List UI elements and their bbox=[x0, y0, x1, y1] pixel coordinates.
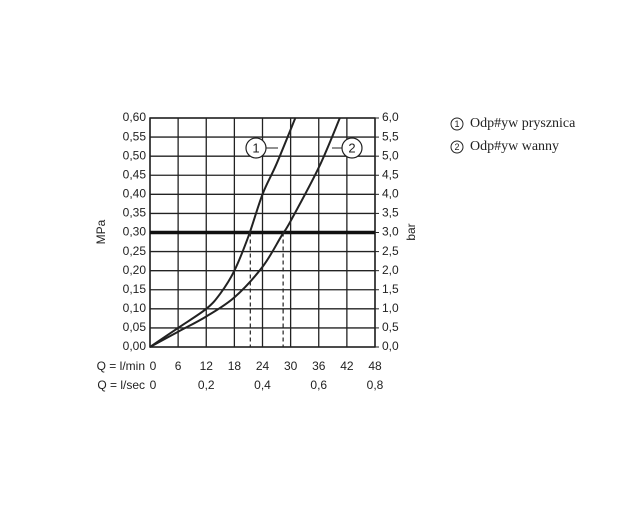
y2-tick-label: 0,5 bbox=[382, 320, 399, 334]
x2-axis-label: Q = l/sec bbox=[97, 378, 145, 392]
legend-label: Odp#yw wanny bbox=[470, 139, 559, 154]
y-tick-label: 0,15 bbox=[123, 282, 147, 296]
y-tick-label: 0,50 bbox=[123, 148, 147, 162]
y2-tick-label: 3,5 bbox=[382, 206, 399, 220]
x-tick-label: 12 bbox=[200, 359, 214, 373]
legend-label: Odp#yw prysznica bbox=[470, 116, 576, 131]
x-tick-label: 18 bbox=[228, 359, 242, 373]
y2-tick-label: 5,5 bbox=[382, 129, 399, 143]
x2-tick-label: 0,2 bbox=[198, 378, 215, 392]
x2-tick-label: 0,8 bbox=[367, 378, 384, 392]
y-tick-label: 0,40 bbox=[123, 187, 147, 201]
y2-axis-label: bar bbox=[404, 223, 418, 240]
y2-tick-label: 1,5 bbox=[382, 282, 399, 296]
x2-tick-label: 0,4 bbox=[254, 378, 271, 392]
series-line bbox=[149, 117, 341, 348]
x-tick-label: 36 bbox=[312, 359, 326, 373]
y-tick-label: 0,30 bbox=[123, 225, 147, 239]
y-tick-label: 0,60 bbox=[123, 110, 147, 124]
callout-circle bbox=[341, 137, 363, 159]
legend-marker bbox=[450, 117, 464, 131]
x2-tick-label: 0 bbox=[150, 378, 157, 392]
y2-tick-label: 4,0 bbox=[382, 187, 399, 201]
legend-marker-label: 2 bbox=[454, 142, 459, 152]
y2-tick-label: 4,5 bbox=[382, 167, 399, 181]
y-tick-label: 0,25 bbox=[123, 244, 147, 258]
series-line bbox=[149, 117, 297, 348]
x-tick-label: 24 bbox=[256, 359, 270, 373]
y-tick-label: 0,20 bbox=[123, 263, 147, 277]
y-tick-label: 0,55 bbox=[123, 129, 147, 143]
y-tick-label: 0,45 bbox=[123, 167, 147, 181]
y-tick-label: 0,10 bbox=[123, 301, 147, 315]
y2-tick-label: 0,0 bbox=[382, 339, 399, 353]
callout-label: 2 bbox=[348, 140, 355, 155]
y2-tick-label: 5,0 bbox=[382, 148, 399, 162]
callout-label: 1 bbox=[252, 140, 259, 155]
legend-marker bbox=[450, 140, 464, 154]
y2-tick-label: 3,0 bbox=[382, 225, 399, 239]
y2-tick-label: 2,0 bbox=[382, 263, 399, 277]
y-tick-label: 0,00 bbox=[123, 339, 147, 353]
y2-tick-label: 6,0 bbox=[382, 110, 399, 124]
x-tick-label: 0 bbox=[150, 359, 157, 373]
y-tick-label: 0,35 bbox=[123, 206, 147, 220]
legend-marker-label: 1 bbox=[454, 119, 459, 129]
x-tick-label: 30 bbox=[284, 359, 298, 373]
x2-tick-label: 0,6 bbox=[310, 378, 327, 392]
x-tick-label: 6 bbox=[175, 359, 182, 373]
y-tick-label: 0,05 bbox=[123, 320, 147, 334]
y-axis-label: MPa bbox=[94, 219, 108, 244]
x-tick-label: 42 bbox=[340, 359, 354, 373]
x-axis-label: Q = l/min bbox=[97, 359, 145, 373]
x-tick-label: 48 bbox=[368, 359, 382, 373]
y2-tick-label: 1,0 bbox=[382, 301, 399, 315]
callout-circle bbox=[245, 137, 267, 159]
y2-tick-label: 2,5 bbox=[382, 244, 399, 258]
